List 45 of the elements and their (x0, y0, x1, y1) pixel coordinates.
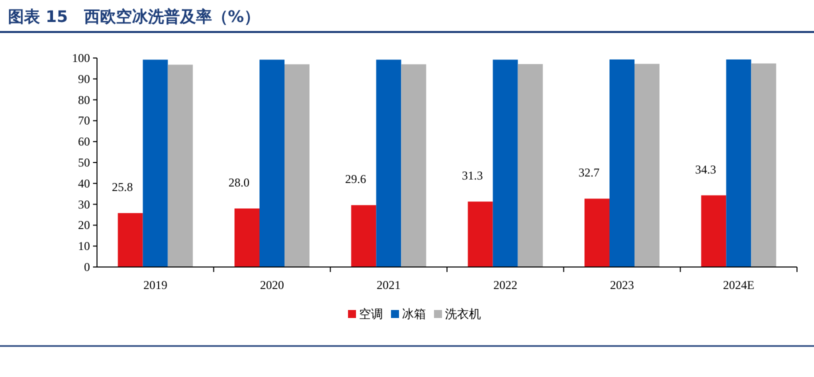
bar (610, 59, 634, 267)
bar (118, 213, 143, 267)
bar (376, 60, 402, 267)
bar (701, 195, 726, 267)
x-tick-label: 2022 (493, 278, 518, 292)
y-tick-label: 20 (78, 218, 90, 232)
y-tick-label: 100 (72, 51, 90, 65)
y-tick-label: 50 (78, 156, 90, 170)
bar (351, 205, 376, 267)
y-tick-label: 40 (78, 176, 90, 190)
x-tick-label: 2020 (260, 278, 284, 292)
y-tick-label: 60 (78, 134, 90, 149)
bar (142, 60, 168, 267)
bar (468, 202, 493, 267)
y-tick-label: 0 (84, 260, 90, 274)
data-label: 31.3 (462, 168, 483, 183)
data-label: 34.3 (695, 162, 716, 176)
bar (584, 198, 610, 267)
legend-label: 冰箱 (402, 307, 426, 321)
x-tick-label: 2019 (143, 278, 168, 292)
data-label: 32.7 (578, 166, 600, 180)
x-tick-label: 2024E (722, 278, 754, 292)
legend-label: 洗衣机 (445, 307, 481, 321)
bar (751, 63, 776, 267)
x-tick-label: 2023 (610, 278, 634, 292)
data-label: 29.6 (345, 172, 366, 186)
data-label: 25.8 (112, 180, 133, 194)
data-label: 28.0 (228, 175, 250, 190)
bar (168, 64, 193, 267)
y-tick-label: 10 (78, 239, 90, 254)
bar (260, 60, 284, 267)
bar (234, 208, 260, 267)
bar (492, 60, 518, 267)
chart-title: 图表 15 西欧空冰洗普及率（%） (8, 7, 260, 26)
y-tick-label: 30 (78, 197, 90, 212)
bar (284, 64, 310, 267)
bar (634, 64, 660, 267)
legend-label: 空调 (359, 307, 383, 321)
y-tick-label: 90 (78, 72, 90, 86)
bar (401, 64, 426, 267)
bar (726, 59, 752, 267)
y-tick-label: 80 (78, 92, 90, 107)
y-tick-label: 70 (78, 114, 90, 128)
x-tick-label: 2021 (376, 278, 401, 292)
bar (518, 64, 543, 267)
